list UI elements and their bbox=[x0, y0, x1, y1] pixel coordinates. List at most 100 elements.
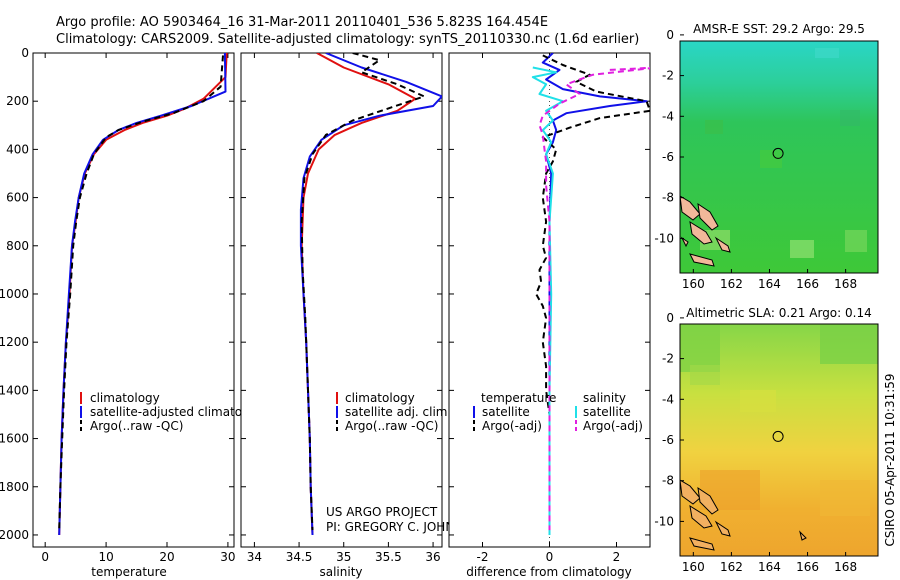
ytick-label-10: 2000 bbox=[0, 528, 29, 542]
legend-label-satellite-adjusted: satellite-adjusted climatology bbox=[90, 405, 268, 419]
legend-label-climatology-sal: climatology bbox=[345, 391, 415, 405]
difference-legend: temperature salinity satellite Argo(-adj… bbox=[473, 391, 643, 433]
map-xtick-label-4-3: 166 bbox=[796, 560, 819, 574]
salinity-panel: 34 34.5 35 35.5 36 salinity climatology sate… bbox=[240, 52, 480, 579]
map-ytick-label-4-3: -6 bbox=[662, 433, 674, 447]
map-ytick-label-3-5: -10 bbox=[654, 231, 674, 245]
map-ytick-label-3-0: 0 bbox=[666, 28, 674, 42]
series-line-0-2 bbox=[58, 55, 224, 531]
xtick-label-0-1: 10 bbox=[98, 550, 113, 564]
map-xtick-label-4-0: 160 bbox=[682, 560, 705, 574]
legend-label-argo: Argo(..raw -QC) bbox=[90, 419, 183, 433]
salinity-axes bbox=[240, 52, 443, 548]
ytick-label-0: 0 bbox=[21, 46, 29, 60]
map-ytick-label-4-1: -2 bbox=[662, 352, 674, 366]
difference-xlabel: difference from climatology bbox=[466, 565, 632, 579]
legend-header-salinity: salinity bbox=[583, 391, 626, 405]
salinity-legend: climatology satellite adj. clim. Argo(..… bbox=[336, 391, 451, 433]
legend-label-climatology: climatology bbox=[90, 391, 160, 405]
difference-series bbox=[531, 53, 650, 535]
figure-title-line1: Argo profile: AO 5903464_16 31-Mar-2011 … bbox=[56, 15, 548, 30]
legend-label-temp-satellite: satellite bbox=[482, 405, 530, 419]
legend-label-satellite-sal: satellite adj. clim. bbox=[345, 405, 451, 419]
ytick-label-4: 800 bbox=[6, 239, 29, 253]
temperature-legend: climatology satellite-adjusted climatolo… bbox=[80, 391, 268, 433]
xtick-label-1-1: 34.5 bbox=[286, 550, 313, 564]
map-ytick-label-3-2: -4 bbox=[662, 109, 674, 123]
island-guadalcanal bbox=[689, 253, 715, 267]
xtick-label-0-2: 20 bbox=[159, 550, 174, 564]
sla-argo-marker bbox=[772, 430, 784, 442]
figure-title-line2: Climatology: CARS2009. Satellite-adjuste… bbox=[56, 32, 639, 47]
map-xtick-label-4-4: 168 bbox=[834, 560, 857, 574]
map-ytick-label-3-3: -6 bbox=[662, 150, 674, 164]
map-ytick-label-4-0: 0 bbox=[666, 311, 674, 325]
ytick-label-5: 1000 bbox=[0, 287, 29, 301]
footer-project: US ARGO PROJECT bbox=[326, 505, 438, 519]
map-ytick-label-3-1: -2 bbox=[662, 69, 674, 83]
salinity-series bbox=[299, 53, 442, 536]
ytick-label-9: 1800 bbox=[0, 480, 29, 494]
map-ytick-label-4-2: -4 bbox=[662, 392, 674, 406]
series-line-2-3 bbox=[538, 66, 650, 531]
map-xtick-label-3-2: 164 bbox=[758, 277, 781, 291]
salinity-ticks: 34 34.5 35 35.5 36 bbox=[241, 52, 442, 564]
ytick-label-7: 1400 bbox=[0, 383, 29, 397]
island-choiseul-2 bbox=[697, 486, 719, 515]
series-line-2-2 bbox=[531, 66, 564, 535]
series-line-1-2 bbox=[300, 53, 426, 531]
island-guadalcanal-2 bbox=[689, 537, 715, 551]
sla-map-panel: Altimetric SLA: 0.21 Argo: 0.14 160 162 16… bbox=[654, 306, 879, 574]
map-xtick-label-3-1: 162 bbox=[720, 277, 743, 291]
salinity-xlabel: salinity bbox=[319, 565, 362, 579]
ytick-label-8: 1600 bbox=[0, 432, 29, 446]
ytick-label-6: 1200 bbox=[0, 335, 29, 349]
map-xtick-label-3-4: 168 bbox=[834, 277, 857, 291]
map-xtick-label-4-1: 162 bbox=[720, 560, 743, 574]
island-choiseul bbox=[697, 202, 719, 231]
island-malaita bbox=[714, 236, 731, 253]
sla-islands bbox=[680, 479, 807, 551]
island-malaita-2 bbox=[714, 520, 731, 537]
footer-pi: PI: GREGORY C. JOHNSON bbox=[326, 520, 480, 534]
xtick-label-2-0: -2 bbox=[477, 550, 489, 564]
ytick-label-3: 600 bbox=[6, 191, 29, 205]
legend-label-sal-satellite: satellite bbox=[583, 405, 631, 419]
island-isabel bbox=[689, 220, 713, 245]
xtick-label-0-0: 0 bbox=[41, 550, 49, 564]
sst-argo-marker bbox=[772, 147, 784, 159]
temperature-xlabel: temperature bbox=[91, 565, 166, 579]
legend-label-sal-argo: Argo(-adj) bbox=[583, 419, 643, 433]
xtick-label-1-0: 34 bbox=[247, 550, 262, 564]
xtick-label-1-3: 35.5 bbox=[375, 550, 402, 564]
csiro-stamp: CSIRO 05-Apr-2011 10:31:59 bbox=[883, 373, 897, 546]
sst-islands bbox=[680, 195, 731, 267]
map-xtick-label-3-3: 166 bbox=[796, 277, 819, 291]
series-line-2-1 bbox=[535, 54, 650, 531]
map-xtick-label-3-0: 160 bbox=[682, 277, 705, 291]
temperature-ticks: 0 10 20 30 0 200 400 600 800 1000 1200 1400 1600 1800… bbox=[0, 46, 236, 564]
ytick-label-1: 200 bbox=[6, 94, 29, 108]
sst-map-title: AMSR-E SST: 29.2 Argo: 29.5 bbox=[693, 22, 865, 36]
xtick-label-2-2: 2 bbox=[613, 550, 621, 564]
difference-panel: -2 0 2 difference from climatology tempera… bbox=[448, 52, 651, 579]
xtick-label-2-1: 0 bbox=[546, 550, 554, 564]
xtick-label-0-3: 30 bbox=[220, 550, 235, 564]
temperature-panel: 0 10 20 30 0 200 400 600 800 1000 1200 1400 1600 1800… bbox=[0, 46, 268, 579]
legend-label-argo-sal: Argo(..raw -QC) bbox=[345, 419, 438, 433]
xtick-label-1-4: 36 bbox=[425, 550, 440, 564]
island-bougainville bbox=[680, 195, 701, 221]
sla-map-title: Altimetric SLA: 0.21 Argo: 0.14 bbox=[686, 306, 871, 320]
series-line-0-1 bbox=[58, 53, 227, 536]
island-bougainville-2 bbox=[680, 479, 701, 505]
sst-map-panel: AMSR-E SST: 29.2 Argo: 29.5 160 162 164 166… bbox=[654, 22, 879, 291]
legend-label-temp-argo: Argo(-adj) bbox=[482, 419, 542, 433]
temperature-series bbox=[58, 53, 228, 536]
map-ytick-label-3-4: -8 bbox=[662, 191, 674, 205]
sst-map-ticks: 160 162 164 166 168 0 -2 -4 -6 -8 -10 bbox=[654, 28, 857, 291]
sla-map-ticks: 160 162 164 166 168 0 -2 -4 -6 -8 -10 bbox=[654, 311, 857, 574]
temperature-axes bbox=[32, 52, 235, 548]
map-ytick-label-4-5: -10 bbox=[654, 514, 674, 528]
island-small-west bbox=[680, 236, 689, 248]
